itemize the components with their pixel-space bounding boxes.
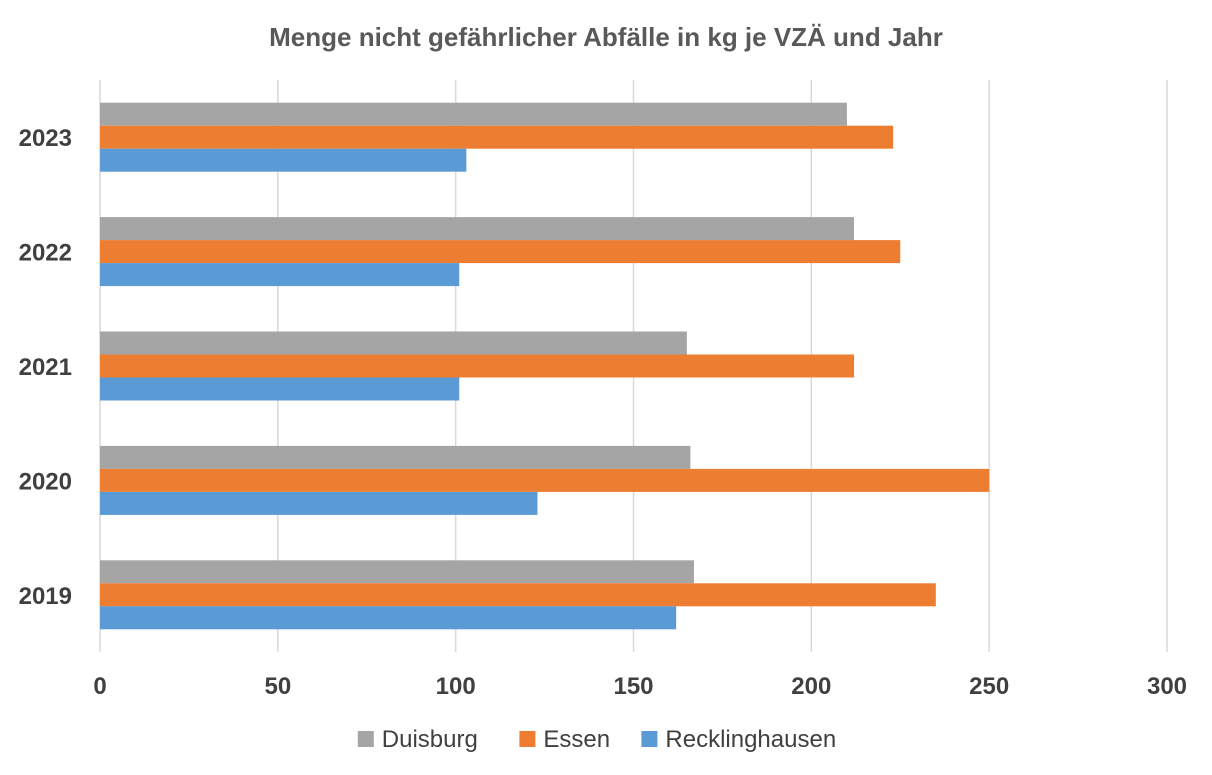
bar-essen-2019 [100, 583, 936, 607]
y-tick-label-2020: 2020 [19, 468, 72, 495]
y-axis-ticks: 2019 2020 2021 2022 2023 [19, 125, 72, 610]
bar-recklinghausen-2019 [100, 606, 677, 630]
bar-recklinghausen-2023 [100, 148, 467, 172]
legend-swatch-recklinghausen [641, 731, 658, 747]
legend-swatch-essen [519, 731, 536, 747]
bar-essen-2023 [100, 125, 894, 149]
bar-recklinghausen-2020 [100, 491, 538, 515]
bar-recklinghausen-2021 [100, 377, 460, 401]
legend-label-essen: Essen [543, 726, 610, 753]
bar-duisburg-2023 [100, 102, 847, 126]
x-tick-label-200: 200 [791, 673, 831, 700]
bar-duisburg-2022 [100, 217, 855, 241]
chart-title: Menge nicht gefährlicher Abfälle in kg j… [269, 22, 943, 52]
x-tick-label-250: 250 [969, 673, 1009, 700]
y-tick-label-2021: 2021 [19, 354, 72, 381]
x-tick-label-300: 300 [1147, 673, 1187, 700]
x-tick-label-150: 150 [613, 673, 653, 700]
bar-essen-2020 [100, 468, 990, 492]
y-tick-label-2023: 2023 [19, 125, 72, 152]
bars [100, 102, 990, 630]
x-tick-label-100: 100 [436, 673, 476, 700]
legend-swatch-duisburg [357, 731, 374, 747]
y-tick-label-2022: 2022 [19, 240, 72, 267]
bar-essen-2021 [100, 354, 855, 378]
bar-essen-2022 [100, 240, 901, 264]
x-axis-ticks: 0 50 100 150 200 250 300 [93, 673, 1187, 700]
bar-recklinghausen-2022 [100, 263, 460, 287]
bar-duisburg-2019 [100, 560, 694, 584]
y-tick-label-2019: 2019 [19, 583, 72, 610]
bar-duisburg-2020 [100, 445, 691, 469]
legend-label-duisburg: Duisburg [382, 726, 478, 753]
x-tick-label-50: 50 [264, 673, 291, 700]
legend: Duisburg Essen Recklinghausen [357, 726, 836, 753]
x-tick-label-0: 0 [93, 673, 106, 700]
legend-label-recklinghausen: Recklinghausen [665, 726, 836, 753]
bar-duisburg-2021 [100, 331, 687, 355]
